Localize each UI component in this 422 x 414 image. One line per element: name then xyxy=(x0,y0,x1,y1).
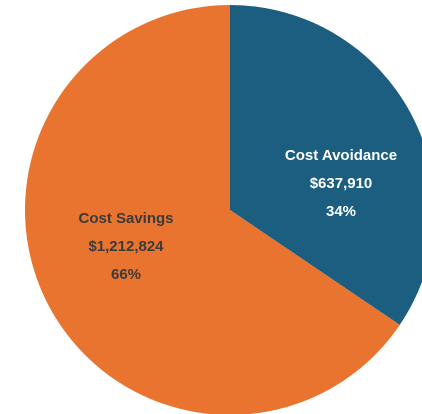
slice-label-name: Cost Avoidance xyxy=(285,147,397,164)
slice-label-name: Cost Savings xyxy=(78,210,173,227)
pie-slice xyxy=(25,5,400,414)
slice-label-percent: 66% xyxy=(111,266,141,283)
pie-slice xyxy=(230,5,422,325)
slice-label-value: $1,212,824 xyxy=(88,238,164,255)
slice-label-percent: 34% xyxy=(326,203,356,220)
slice-label-value: $637,910 xyxy=(310,175,373,192)
